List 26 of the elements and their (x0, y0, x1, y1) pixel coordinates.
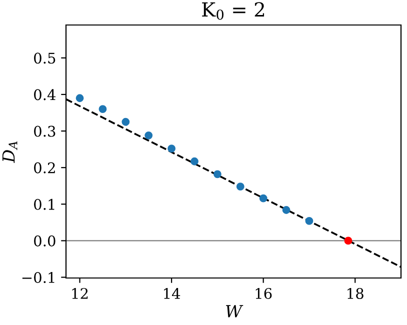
point (168, 144, 176, 153)
point (236, 182, 244, 191)
point (122, 118, 130, 126)
y-tick-label: 0.1 (34, 198, 54, 210)
y-tick-label: 0.3 (34, 126, 56, 137)
point (305, 217, 314, 225)
y-tick-label: 0.2 (34, 162, 55, 174)
point (190, 157, 198, 166)
x-tick-label: 16 (256, 288, 272, 300)
point (259, 194, 268, 202)
y-tick-label: 0.5 (34, 52, 56, 64)
y-tick-label: −0.1 (22, 272, 54, 284)
x-tick-label: 12 (72, 288, 88, 299)
point (282, 206, 290, 214)
x-tick-label: 18 (348, 288, 364, 300)
chart-title: K$_{0}$ = 2 (202, 2, 264, 20)
x-axis-title: W (226, 305, 244, 318)
y-axis-title: D$_{A}$ (2, 141, 18, 164)
point (344, 236, 352, 245)
y-tick-label: 0.4 (34, 89, 56, 100)
y-tick-label: 0.0 (34, 235, 56, 246)
point (144, 131, 153, 140)
point (76, 94, 84, 102)
x-tick-label: 14 (164, 288, 180, 299)
point (98, 105, 107, 114)
point (213, 170, 222, 178)
